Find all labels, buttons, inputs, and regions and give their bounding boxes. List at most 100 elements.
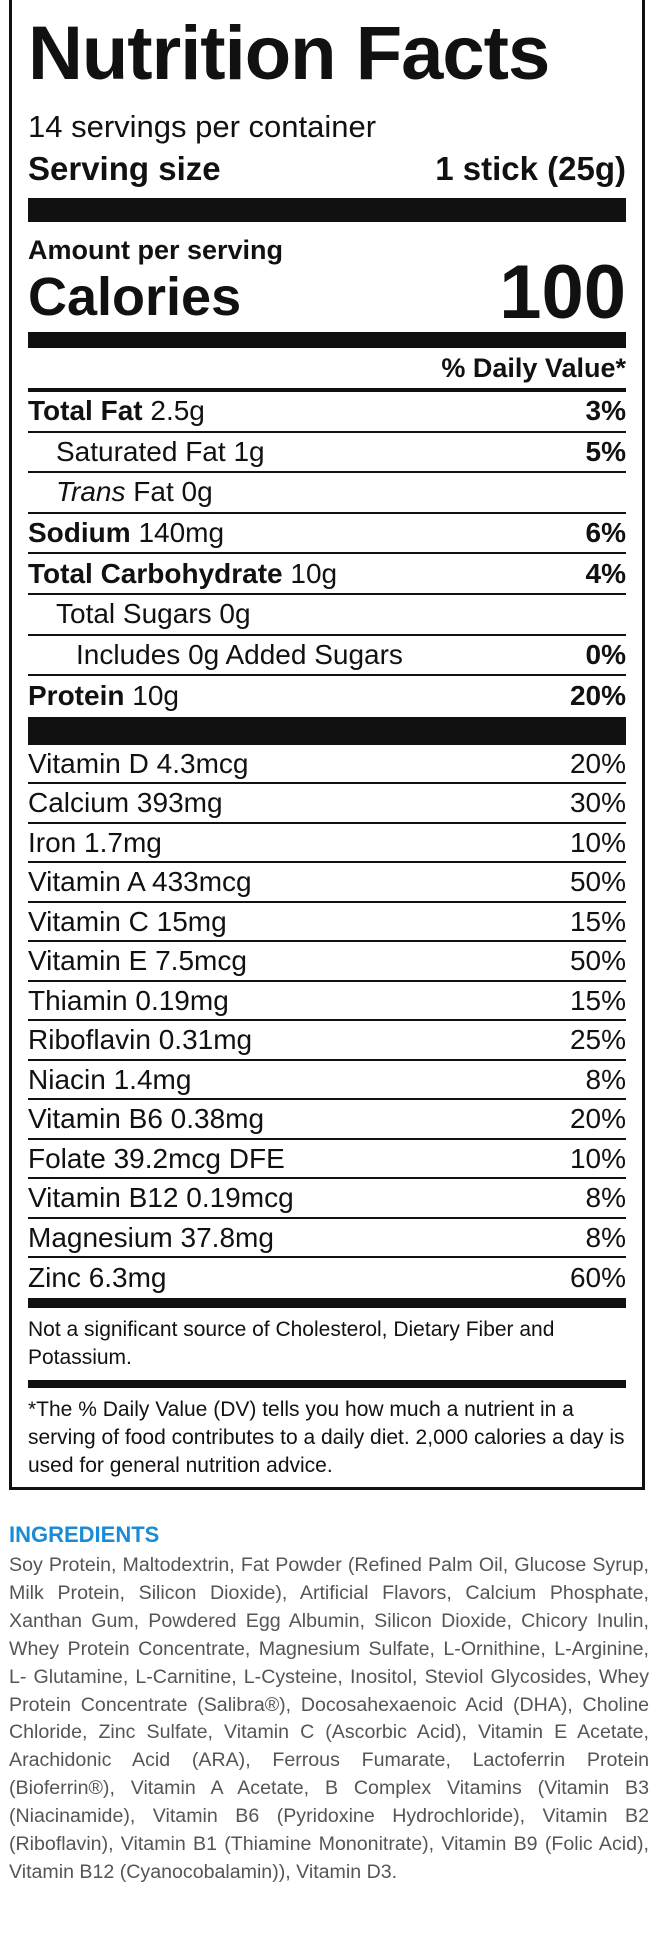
vitamin-amount: 39.2mcg DFE (113, 1142, 285, 1174)
vitamin-name: Vitamin B6 (28, 1103, 163, 1134)
vitamin-dv: 50% (569, 866, 626, 897)
vitamin-label: Vitamin A 433mcg (28, 866, 252, 898)
vitamin-amount: 0.19mg (135, 984, 229, 1016)
nutrient-dv: 5% (585, 435, 626, 467)
thick-rule (28, 198, 626, 222)
vitamin-dv: 50% (569, 945, 626, 976)
calories-value: 100 (499, 250, 626, 335)
nutrient-name: Includes 0g Added Sugars (76, 638, 403, 670)
vitamin-label: Vitamin E 7.5mcg (28, 945, 247, 977)
vitamin-name: Magnesium (28, 1221, 173, 1253)
thin-rule (28, 388, 626, 392)
nutrient-row: Trans Fat 0g (28, 473, 626, 514)
vitamin-label: Magnesium 37.8mg (28, 1222, 274, 1254)
nutrient-row: Includes 0g Added Sugars 0% (28, 636, 626, 677)
calories: Calories 100 (28, 255, 626, 331)
nutrient-name: Protein (28, 680, 125, 712)
vitamin-name: Vitamin D (28, 747, 149, 779)
vitamin-dv: 15% (569, 984, 626, 1016)
nutrition-label: Nutrition Facts 14 servings per containe… (9, 0, 645, 1490)
vitamin-name: Niacin (28, 1063, 106, 1095)
vitamin-amount: 0.31mg (158, 1024, 253, 1055)
nutrient-amount: 0g (181, 476, 213, 508)
label-title: Nutrition Facts (28, 11, 550, 96)
footnote: *The % Daily Value (DV) tells you how mu… (28, 1397, 625, 1477)
nutrient-name: Total Fat (28, 395, 143, 427)
vitamin-dv: 10% (569, 826, 626, 858)
vitamin-label: Riboflavin 0.31mg (28, 1024, 252, 1056)
calories-label: Calories (28, 267, 242, 327)
ingredients-heading: INGREDIENTS (9, 1522, 160, 1547)
serving-size-value: 1 stick (25g) (435, 150, 626, 187)
vitamin-row: Magnesium 37.8mg 8% (28, 1219, 626, 1259)
note: Not a significant source of Cholesterol,… (28, 1317, 555, 1369)
ingredients: INGREDIENTS Soy Protein, Maltodextrin, F… (9, 1520, 649, 1887)
vitamin-amount: 1.4mg (113, 1063, 192, 1095)
nutrient-name: Total Sugars (56, 598, 212, 630)
vitamin-name: Thiamin (28, 984, 128, 1016)
nutrient-amount: 140mg (138, 517, 225, 549)
vitamin-name: Vitamin E (28, 945, 148, 976)
vitamin-amount: 15mg (156, 905, 227, 937)
vitamin-row: Vitamin B12 0.19mcg 8% (28, 1179, 626, 1219)
vitamin-name: Zinc (28, 1262, 81, 1293)
medium-rule (28, 332, 626, 348)
vitamin-dv: 25% (569, 1024, 626, 1055)
vitamin-name: Vitamin B12 (28, 1182, 179, 1213)
nutrient-name: Sodium (28, 517, 131, 549)
vitamin-dv: 8% (585, 1063, 626, 1095)
vitamin-row: Thiamin 0.19mg 15% (28, 982, 626, 1022)
vitamin-row: Riboflavin 0.31mg 25% (28, 1021, 626, 1061)
vitamin-row: Vitamin C 15mg 15% (28, 903, 626, 943)
serving-size-label: Serving size (28, 150, 221, 187)
vitamin-label: Vitamin C 15mg (28, 906, 227, 938)
thick-rule (28, 716, 626, 745)
vitamin-row: Niacin 1.4mg 8% (28, 1061, 626, 1101)
vitamin-row: Iron 1.7mg 10% (28, 824, 626, 864)
vitamin-amount: 7.5mcg (155, 945, 247, 976)
nutrient-name: Saturated Fat (56, 435, 226, 467)
nutrient-dv: 3% (585, 395, 626, 427)
nutrient-row: Protein 10g 20% (28, 676, 626, 717)
nutrient-amount: 10g (132, 680, 179, 712)
vitamin-name: Riboflavin (28, 1024, 151, 1055)
vitamin-row: Vitamin B6 0.38mg 20% (28, 1100, 626, 1140)
vitamin-label: Iron 1.7mg (28, 827, 162, 859)
vitamin-dv: 15% (569, 905, 626, 937)
vitamin-amount: 4.3mcg (156, 747, 249, 779)
nutrient-row: Total Fat 2.5g 3% (28, 392, 626, 433)
nutrient-row: Total Sugars 0g (28, 595, 626, 636)
vitamin-amount: 393mg (136, 787, 223, 818)
vitamin-name: Vitamin A (28, 866, 145, 897)
vitamin-amount: 0.19mcg (186, 1182, 294, 1213)
vitamin-dv: 8% (585, 1182, 626, 1213)
servings: 14 servings per container (28, 109, 377, 144)
nutrient-amount: 0g (219, 598, 251, 630)
vitamin-amount: 433mcg (152, 866, 252, 897)
nutrient-amount: 2.5g (150, 395, 205, 427)
vitamin-dv: 60% (569, 1262, 626, 1293)
vitamin-label: Zinc 6.3mg (28, 1262, 167, 1294)
vitamin-amount: 0.38mg (170, 1103, 265, 1134)
vitamin-row: Calcium 393mg 30% (28, 784, 626, 824)
vitamin-label: Vitamin B12 0.19mcg (28, 1182, 294, 1214)
vitamin-dv: 20% (569, 1103, 626, 1134)
vitamin-label: Vitamin D 4.3mcg (28, 748, 248, 780)
nutrient-row: Sodium 140mg 6% (28, 514, 626, 555)
vitamin-row: Folate 39.2mcg DFE 10% (28, 1140, 626, 1180)
vitamin-row: Vitamin E 7.5mcg 50% (28, 942, 626, 982)
vitamin-dv: 8% (585, 1221, 626, 1253)
nutrient-dv: 0% (585, 638, 626, 670)
vitamin-label: Thiamin 0.19mg (28, 985, 229, 1017)
nutrient-amount: 10g (290, 557, 338, 589)
vitamin-name: Iron (28, 826, 77, 858)
vitamin-list: Vitamin D 4.3mcg 20% Calcium 393mg 30% Iron … (28, 745, 626, 1298)
nutrient-name-italic: Trans (56, 476, 126, 508)
vitamin-label: Folate 39.2mcg DFE (28, 1143, 285, 1175)
vitamin-name: Vitamin C (28, 905, 149, 937)
vitamin-row: Vitamin D 4.3mcg 20% (28, 745, 626, 785)
vitamin-label: Niacin 1.4mg (28, 1064, 191, 1096)
nutrient-amount: 1g (233, 435, 265, 467)
ingredients-text: Soy Protein, Maltodextrin, Fat Powder (R… (9, 1554, 649, 1883)
vitamin-dv: 10% (569, 1142, 626, 1174)
